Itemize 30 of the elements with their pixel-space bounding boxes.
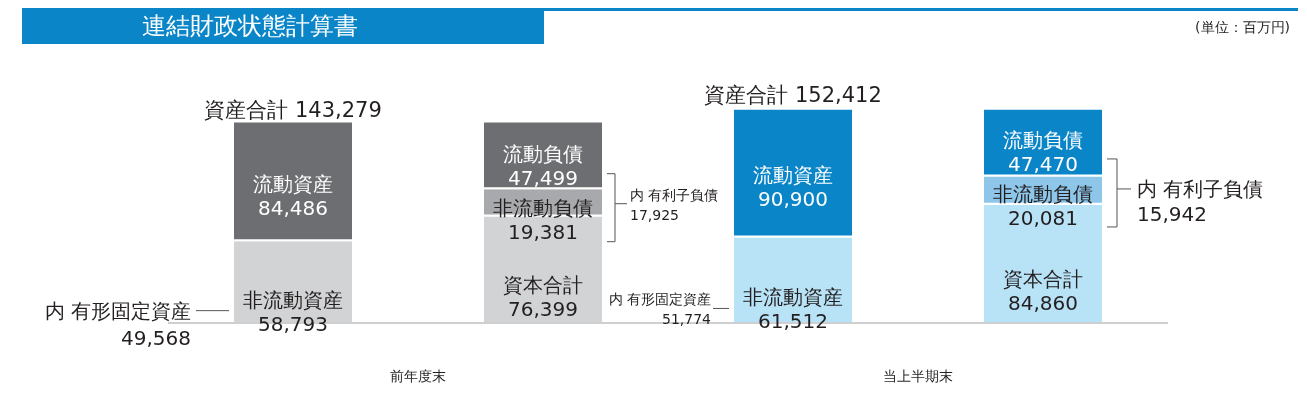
data-label: 90,900 [758, 186, 828, 211]
data-label: 19,381 [508, 220, 578, 245]
data-label: 84,486 [258, 196, 328, 221]
data-label: 58,793 [258, 311, 328, 336]
annotation: 内 有形固定資産 49,568 [44, 298, 191, 350]
data-label: 61,512 [758, 309, 828, 334]
text: 非流動負債 [493, 196, 593, 221]
text: (単位：百万円) [1195, 19, 1290, 35]
series-label: 流動資産 [253, 172, 333, 197]
text: 非流動資産 [743, 285, 843, 310]
total-label: 資産合計 143,279 [204, 98, 382, 123]
chart-title: 連結財政状態計算書 [22, 8, 544, 44]
text: 前年度末 [390, 368, 446, 384]
series-label: 流動負債 [1003, 127, 1083, 152]
data-label: 47,470 [1008, 151, 1078, 176]
annotation: 内 有形固定資産 51,774 [608, 291, 712, 328]
text: 流動資産 [753, 162, 833, 187]
series-label: 資本合計 [503, 273, 583, 298]
data-label: 84,860 [1008, 290, 1078, 315]
data-label: 20,081 [1008, 206, 1078, 231]
data-label: 76,399 [508, 297, 578, 322]
annotation: 内 有利子負債 17,925 [630, 186, 719, 223]
total-label: 資産合計 152,412 [704, 83, 882, 108]
text: 流動負債 [503, 142, 583, 167]
data-label: 47,499 [508, 166, 578, 191]
text: 当上半期末 [883, 368, 953, 384]
series-label: 非流動負債 [993, 182, 1093, 207]
text: 資本合計 [1003, 266, 1083, 291]
annotation: 内 有利子負債 15,942 [1137, 176, 1264, 226]
series-label: 非流動資産 [243, 287, 343, 312]
